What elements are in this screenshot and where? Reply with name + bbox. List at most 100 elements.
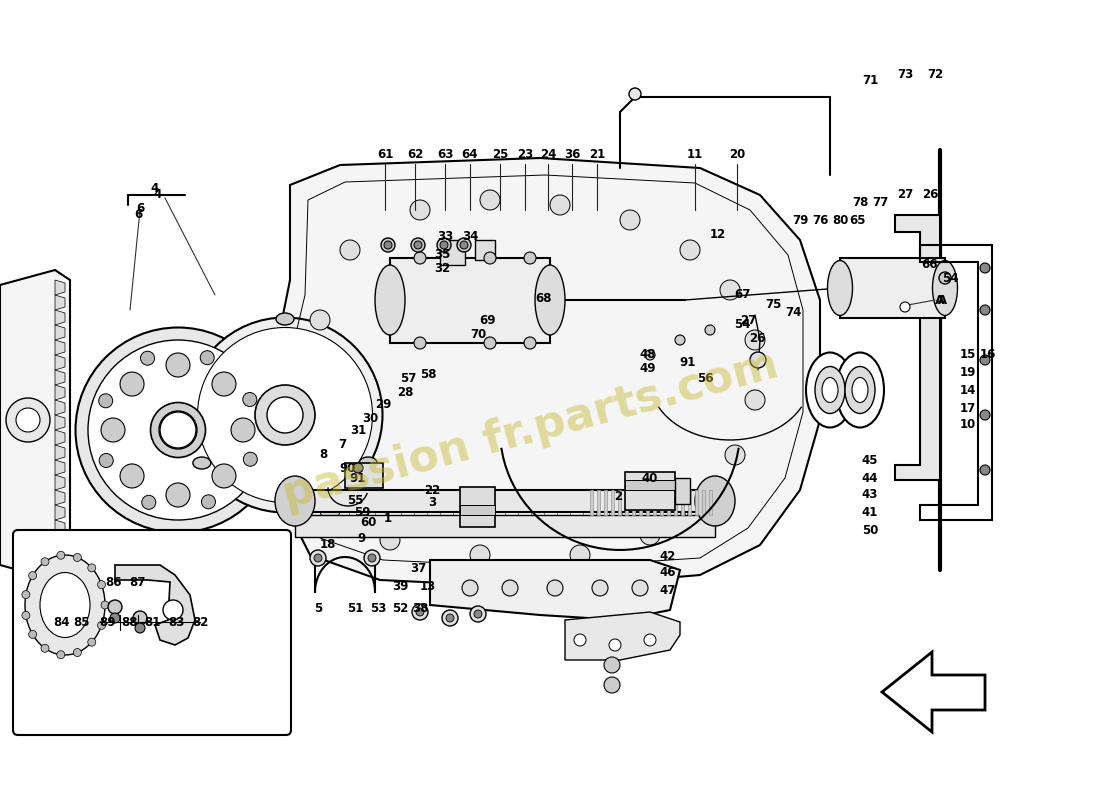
Text: 65: 65 [849,214,867,226]
Bar [675,478,690,504]
Text: 33: 33 [437,230,453,242]
Circle shape [163,600,183,620]
Circle shape [57,551,65,559]
Text: 48: 48 [640,349,657,362]
Circle shape [570,545,590,565]
Text: 58: 58 [420,369,437,382]
Circle shape [120,372,144,396]
Ellipse shape [822,378,838,402]
Circle shape [298,370,318,390]
Ellipse shape [276,313,294,325]
Text: 71: 71 [862,74,878,86]
Circle shape [201,494,216,509]
Bar [625,480,675,490]
Text: 10: 10 [960,418,976,431]
Text: 16: 16 [980,349,997,362]
Text: 39: 39 [392,581,408,594]
Polygon shape [632,490,635,515]
Circle shape [644,634,656,646]
Circle shape [745,390,764,410]
Circle shape [99,454,113,467]
Circle shape [745,330,764,350]
Circle shape [416,608,424,616]
Text: 70: 70 [470,329,486,342]
Text: 51: 51 [346,602,363,614]
Text: 36: 36 [564,149,580,162]
Text: 91: 91 [350,471,366,485]
Circle shape [460,241,467,249]
Text: 24: 24 [540,149,557,162]
Text: 84: 84 [54,615,70,629]
Text: 68: 68 [535,291,551,305]
Circle shape [470,545,490,565]
Polygon shape [882,652,984,732]
Text: 61: 61 [377,149,393,162]
Ellipse shape [695,476,735,526]
Text: 78: 78 [851,195,868,209]
Circle shape [629,88,641,100]
Ellipse shape [827,261,853,315]
Text: 15: 15 [960,349,976,362]
Text: 4: 4 [154,189,162,202]
Circle shape [414,337,426,349]
Polygon shape [55,310,65,325]
Polygon shape [55,565,65,580]
Circle shape [640,525,660,545]
Text: 27: 27 [896,189,913,202]
Circle shape [41,644,50,652]
Ellipse shape [192,457,211,469]
Circle shape [620,210,640,230]
Circle shape [340,240,360,260]
Text: 46: 46 [660,566,676,578]
Text: 86: 86 [104,577,121,590]
Ellipse shape [535,265,565,335]
Polygon shape [597,490,600,515]
Circle shape [212,464,236,488]
Polygon shape [710,490,712,515]
Ellipse shape [845,366,875,414]
Polygon shape [55,355,65,370]
Polygon shape [610,490,614,515]
Text: passion fr.parts.com: passion fr.parts.com [277,343,782,517]
Text: 66: 66 [922,258,938,271]
Bar [625,472,675,510]
Circle shape [267,397,303,433]
Ellipse shape [88,340,268,520]
Polygon shape [702,490,705,515]
Text: 42: 42 [660,550,676,562]
Bar [295,515,715,537]
Polygon shape [674,490,676,515]
Circle shape [99,394,112,408]
Circle shape [243,452,257,466]
Polygon shape [55,370,65,385]
Circle shape [980,263,990,273]
Circle shape [632,580,648,596]
Polygon shape [55,550,65,565]
Circle shape [166,353,190,377]
Bar [460,505,495,515]
Circle shape [88,564,96,572]
Ellipse shape [151,402,206,458]
Text: 4: 4 [151,182,160,194]
Polygon shape [660,490,663,515]
Ellipse shape [275,476,315,526]
Text: 5: 5 [314,602,322,614]
Circle shape [980,410,990,420]
Bar [460,487,495,527]
Text: 41: 41 [861,506,878,518]
Circle shape [574,634,586,646]
Circle shape [110,613,120,623]
Text: 57: 57 [399,371,416,385]
Circle shape [440,241,448,249]
Text: 80: 80 [832,214,848,226]
Polygon shape [688,490,691,515]
Text: 91: 91 [680,355,696,369]
Circle shape [604,677,620,693]
Ellipse shape [187,318,383,513]
Ellipse shape [359,457,377,469]
Polygon shape [646,490,649,515]
Circle shape [609,639,622,651]
Polygon shape [278,158,820,588]
Text: 29: 29 [375,398,392,411]
Polygon shape [55,475,65,490]
